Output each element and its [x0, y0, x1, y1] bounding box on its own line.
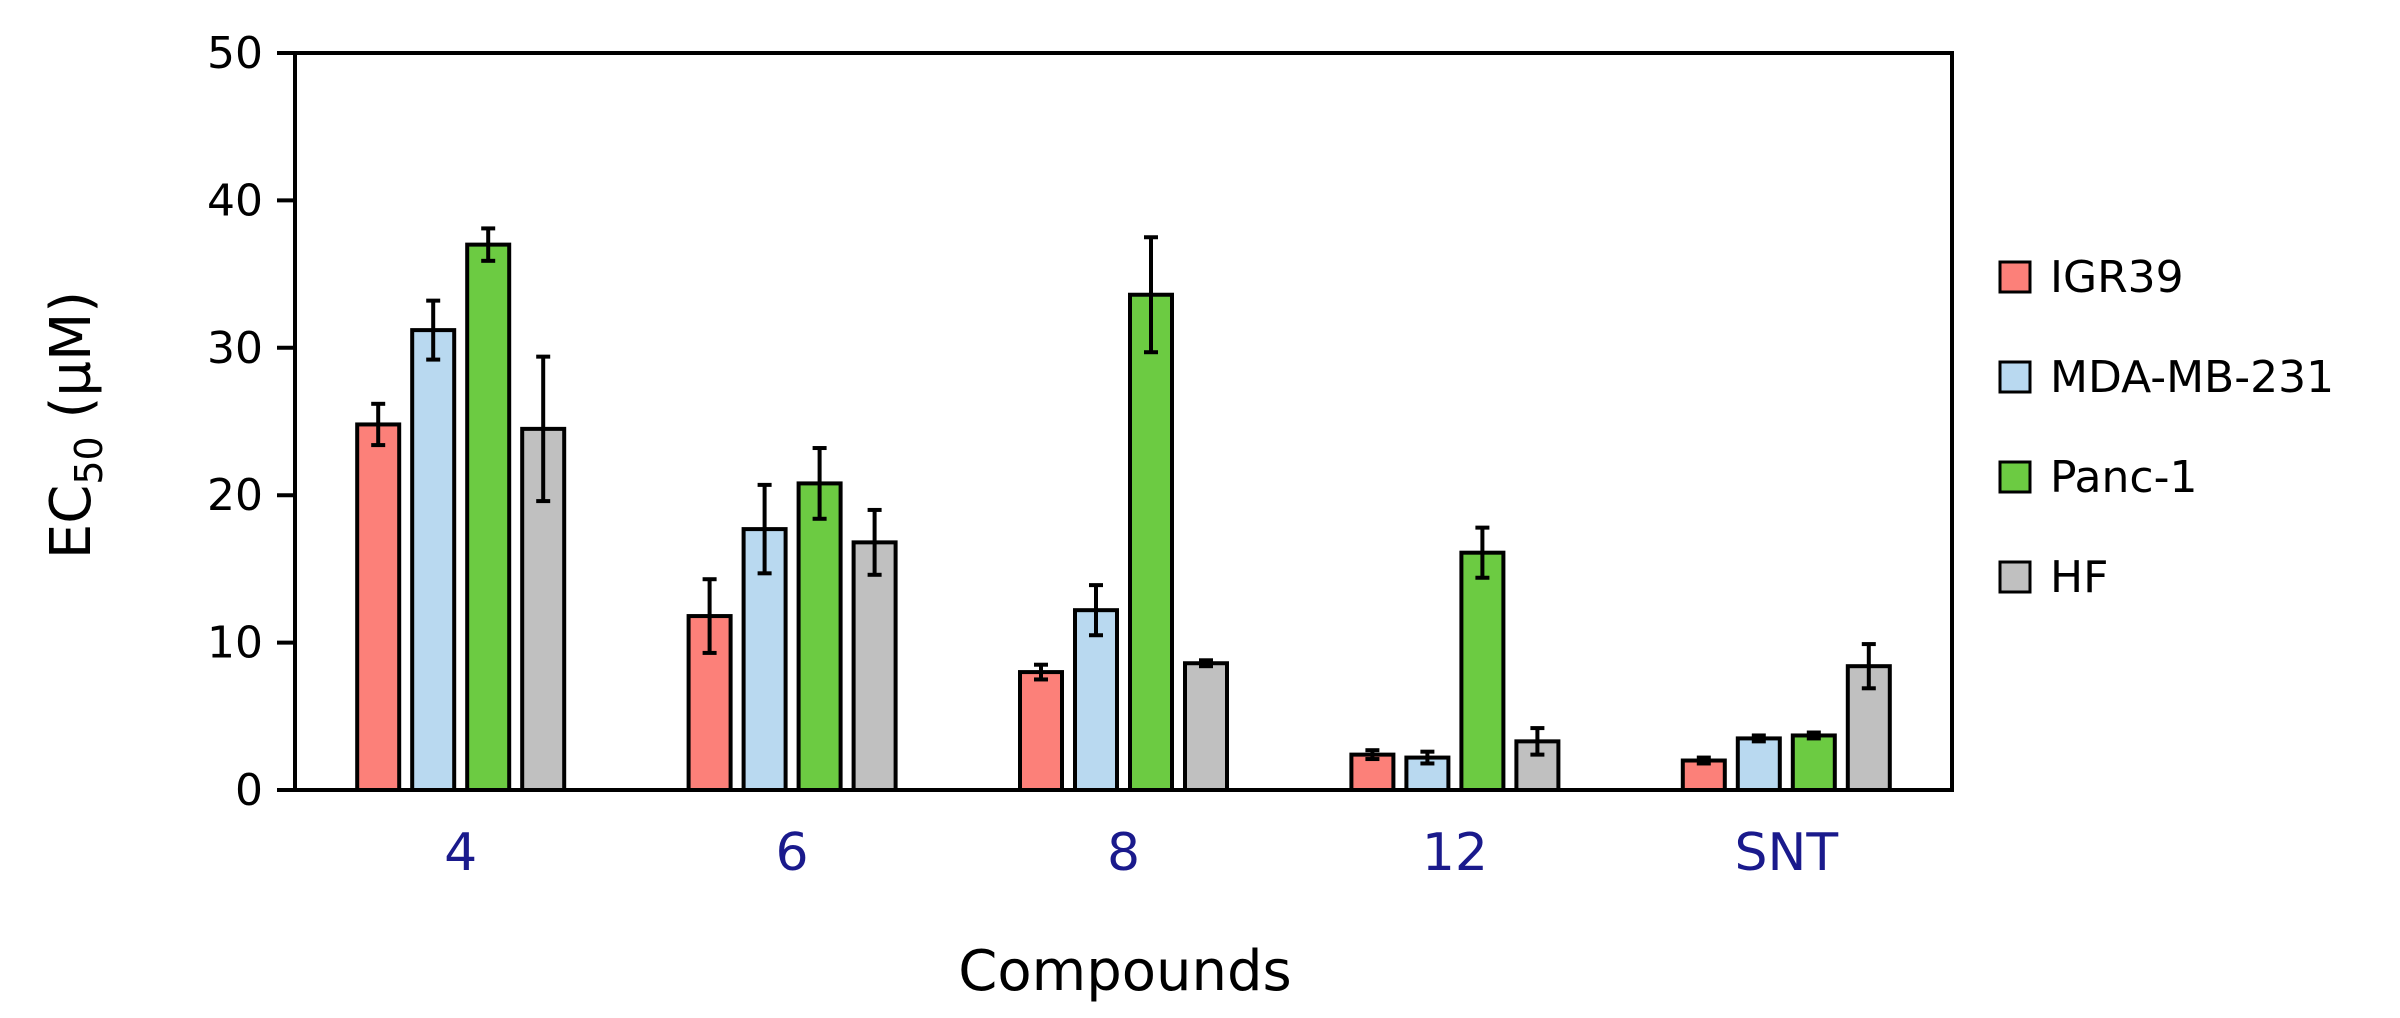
error-bar — [1420, 749, 1435, 766]
y-tick-label: 20 — [207, 470, 263, 521]
legend-swatch — [1998, 560, 2032, 594]
x-category-label: 8 — [1107, 823, 1140, 883]
error-bar — [1696, 755, 1711, 766]
y-axis-title-unit: (µM) — [39, 291, 104, 436]
bar-panc-1-snt — [1790, 733, 1837, 792]
legend: IGR39 MDA-MB-231 Panc-1 HF — [1998, 252, 2334, 603]
y-tick-label: 30 — [207, 323, 263, 374]
x-axis-title: Compounds — [958, 939, 1291, 1004]
bar-igr39-8 — [1018, 670, 1064, 793]
y-axis-title: EC50 (µM) — [39, 291, 111, 559]
x-category-label: 6 — [776, 823, 809, 883]
bar-mda-mb-231-4 — [410, 328, 457, 792]
y-axis-title-subscript: 50 — [67, 436, 111, 484]
y-axis: 0 10 20 30 40 50 — [207, 28, 295, 816]
bar-panc-1-8 — [1128, 292, 1174, 792]
legend-item: HF — [1998, 552, 2108, 603]
error-bar — [1199, 658, 1213, 669]
legend-swatch — [1998, 260, 2032, 294]
error-bar — [1034, 662, 1048, 682]
error-bar — [1475, 525, 1490, 580]
error-bar — [1365, 748, 1380, 762]
error-bar — [1089, 583, 1103, 638]
x-category-label: 12 — [1422, 823, 1488, 883]
error-bar — [1861, 642, 1876, 691]
bar-panc-1-4 — [465, 242, 512, 792]
legend-label: MDA-MB-231 — [2050, 352, 2334, 403]
legend-item: MDA-MB-231 — [1998, 352, 2334, 403]
bar-hf-8 — [1183, 661, 1229, 793]
error-bar — [371, 401, 386, 448]
legend-item: IGR39 — [1998, 252, 2184, 303]
legend-swatch — [1998, 360, 2032, 394]
y-tick-label: 40 — [207, 175, 263, 226]
error-bar — [1806, 730, 1821, 741]
bar-mda-mb-231-snt — [1735, 736, 1782, 792]
y-tick-label: 0 — [235, 765, 263, 816]
error-bar-group — [371, 226, 1876, 766]
bar-hf-6 — [851, 540, 898, 792]
y-tick-label: 50 — [207, 28, 263, 79]
legend-swatch — [1998, 460, 2032, 494]
bar-panc-1-6 — [796, 481, 843, 792]
error-bar — [812, 446, 827, 521]
legend-label: Panc-1 — [2050, 452, 2197, 503]
error-bar — [426, 298, 441, 362]
error-bar — [867, 507, 882, 577]
error-bar — [1530, 726, 1545, 757]
error-bar — [702, 577, 717, 655]
x-category-label: SNT — [1734, 823, 1838, 883]
x-category-label: 4 — [444, 823, 477, 883]
bar-mda-mb-231-8 — [1073, 608, 1119, 792]
y-tick-label: 10 — [207, 618, 263, 669]
plot-area-frame — [293, 51, 1954, 792]
bar-igr39-4 — [355, 422, 402, 792]
legend-item: Panc-1 — [1998, 452, 2197, 503]
error-bar — [481, 226, 496, 263]
error-bar — [536, 354, 551, 504]
error-bar — [1751, 733, 1766, 744]
error-bar — [1144, 235, 1158, 355]
error-bar — [757, 482, 772, 576]
y-axis-title-main: EC — [39, 485, 104, 559]
legend-label: HF — [2050, 552, 2108, 603]
bar-group — [355, 242, 1892, 793]
x-axis: 4 6 8 12 SNT — [444, 823, 1838, 883]
legend-label: IGR39 — [2050, 252, 2184, 303]
bar-panc-1-12 — [1459, 550, 1506, 792]
